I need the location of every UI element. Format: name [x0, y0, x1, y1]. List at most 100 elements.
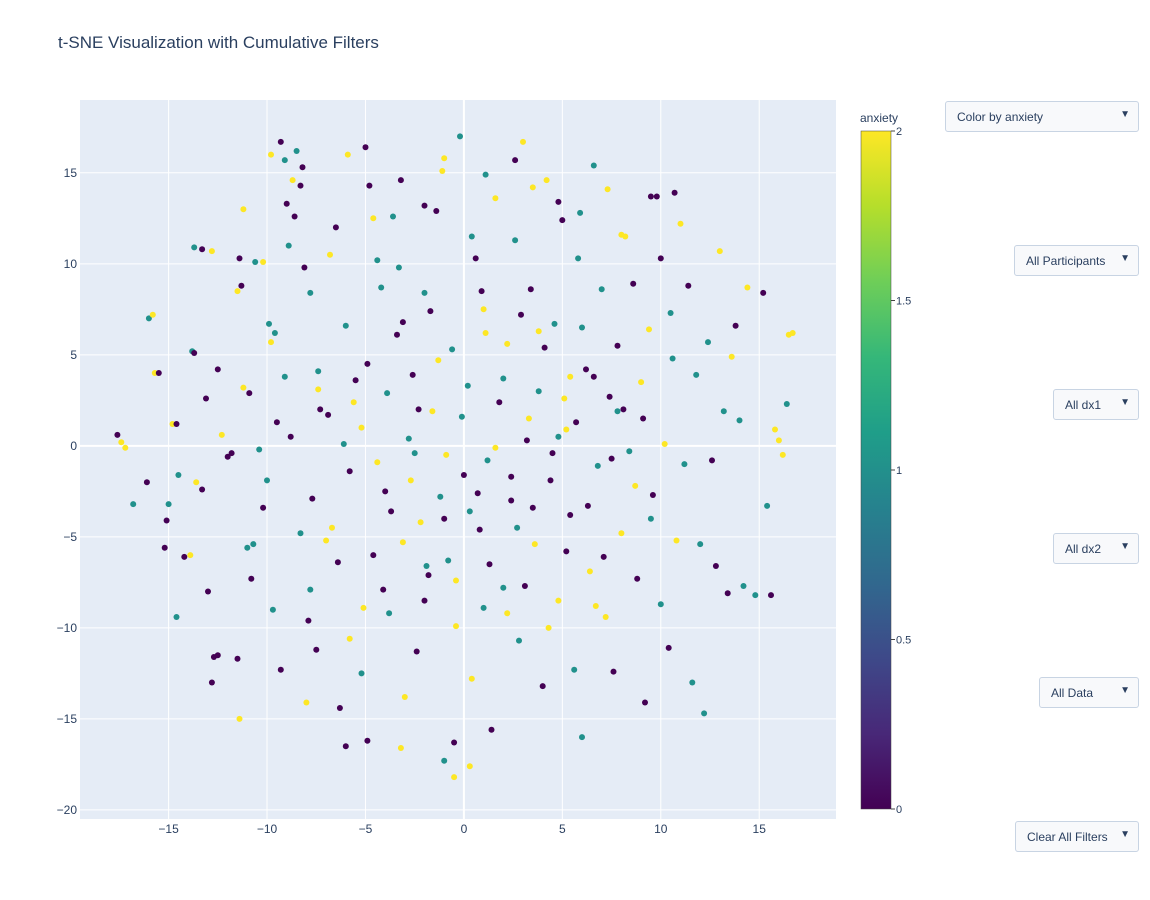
scatter-point[interactable]	[547, 477, 554, 484]
scatter-point[interactable]	[764, 502, 771, 509]
scatter-point[interactable]	[340, 441, 347, 447]
scatter-point[interactable]	[640, 415, 647, 422]
scatter-point[interactable]	[291, 213, 298, 220]
scatter-point[interactable]	[573, 419, 580, 426]
scatter-point[interactable]	[539, 683, 546, 690]
scatter-point[interactable]	[246, 390, 253, 397]
scatter-point[interactable]	[309, 495, 316, 502]
scatter-point[interactable]	[604, 186, 611, 193]
scatter-point[interactable]	[508, 473, 515, 480]
scatter-point[interactable]	[399, 319, 406, 326]
scatter-point[interactable]	[384, 390, 391, 397]
scatter-point[interactable]	[175, 472, 182, 478]
scatter-point[interactable]	[173, 421, 180, 427]
scatter-point[interactable]	[598, 286, 605, 293]
scatter-point[interactable]	[332, 224, 339, 231]
scatter-point[interactable]	[439, 168, 446, 174]
scatter-point[interactable]	[626, 448, 633, 455]
scatter-point[interactable]	[350, 399, 357, 406]
scatter-point[interactable]	[315, 386, 322, 393]
scatter-point[interactable]	[360, 604, 367, 611]
scatter-point[interactable]	[378, 284, 385, 291]
scatter-point[interactable]	[297, 182, 304, 189]
scatter-point[interactable]	[145, 315, 152, 322]
scatter-point[interactable]	[458, 413, 465, 420]
scatter-point[interactable]	[429, 408, 436, 415]
scatter-point[interactable]	[709, 457, 715, 464]
scatter-point[interactable]	[555, 198, 562, 205]
scatter-point[interactable]	[584, 502, 591, 509]
scatter-point[interactable]	[260, 259, 267, 265]
scatter-point[interactable]	[193, 479, 200, 486]
scatter-point[interactable]	[234, 655, 241, 662]
scatter-point[interactable]	[407, 477, 414, 484]
scatter-point[interactable]	[693, 371, 700, 378]
scatter-point[interactable]	[775, 437, 782, 444]
scatter-point[interactable]	[523, 437, 530, 444]
scatter-point[interactable]	[118, 439, 125, 446]
scatter-point[interactable]	[451, 774, 458, 781]
scatter-point[interactable]	[586, 568, 593, 575]
scatter-point[interactable]	[492, 195, 499, 202]
scatter-point[interactable]	[187, 552, 194, 559]
scatter-point[interactable]	[415, 406, 422, 413]
scatter-point[interactable]	[590, 373, 597, 380]
scatter-point[interactable]	[397, 745, 404, 751]
scatter-point[interactable]	[252, 259, 259, 265]
scatter-point[interactable]	[435, 357, 442, 364]
scatter-point[interactable]	[772, 426, 778, 433]
scatter-point[interactable]	[657, 255, 664, 262]
scatter-point[interactable]	[445, 557, 452, 564]
scatter-point[interactable]	[266, 320, 272, 327]
scatter-point[interactable]	[474, 490, 481, 497]
scatter-point[interactable]	[388, 508, 395, 515]
scatter-point[interactable]	[525, 415, 532, 422]
scatter-point[interactable]	[543, 177, 550, 184]
scatter-point[interactable]	[228, 450, 235, 457]
scatter-point[interactable]	[240, 384, 247, 391]
scatter-point[interactable]	[701, 710, 708, 717]
scatter-point[interactable]	[413, 648, 420, 655]
scatter-point[interactable]	[488, 726, 495, 733]
scatter-point[interactable]	[441, 515, 448, 522]
scatter-point[interactable]	[329, 524, 335, 531]
scatter-point[interactable]	[297, 530, 304, 537]
scatter-point[interactable]	[236, 255, 243, 262]
scatter-point[interactable]	[358, 670, 365, 677]
scatter-point[interactable]	[303, 699, 310, 706]
scatter-point[interactable]	[234, 288, 241, 295]
scatter-point[interactable]	[535, 388, 542, 395]
scatter-point[interactable]	[630, 280, 637, 287]
scatter-point[interactable]	[478, 288, 485, 295]
scatter-point[interactable]	[370, 215, 377, 222]
scatter-point[interactable]	[482, 171, 489, 178]
scatter-point[interactable]	[161, 544, 168, 551]
scatter-point[interactable]	[583, 366, 589, 373]
scatter-point[interactable]	[486, 561, 493, 568]
scatter-point[interactable]	[728, 353, 735, 360]
scatter-point[interactable]	[466, 763, 473, 770]
scatter-point[interactable]	[646, 326, 652, 333]
scatter-point[interactable]	[191, 350, 198, 356]
scatter-point[interactable]	[425, 572, 432, 579]
scatter-point[interactable]	[480, 306, 487, 313]
scatter-point[interactable]	[669, 355, 676, 362]
scatter-point[interactable]	[218, 431, 225, 438]
scatter-point[interactable]	[370, 552, 377, 559]
scatter-point[interactable]	[484, 457, 491, 464]
scatter-point[interactable]	[173, 614, 180, 620]
scatter-point[interactable]	[208, 248, 215, 255]
scatter-point[interactable]	[468, 675, 475, 682]
scatter-point[interactable]	[594, 462, 601, 469]
scatter-point[interactable]	[307, 289, 314, 296]
scatter-point[interactable]	[716, 248, 723, 255]
scatter-point[interactable]	[527, 286, 534, 293]
scatter-point[interactable]	[301, 264, 308, 271]
scatter-point[interactable]	[313, 646, 320, 653]
scatter-point[interactable]	[516, 637, 522, 644]
scatter-point[interactable]	[214, 652, 221, 659]
scatter-point[interactable]	[460, 472, 467, 478]
scatter-point[interactable]	[208, 679, 215, 686]
scatter-point[interactable]	[268, 151, 274, 158]
